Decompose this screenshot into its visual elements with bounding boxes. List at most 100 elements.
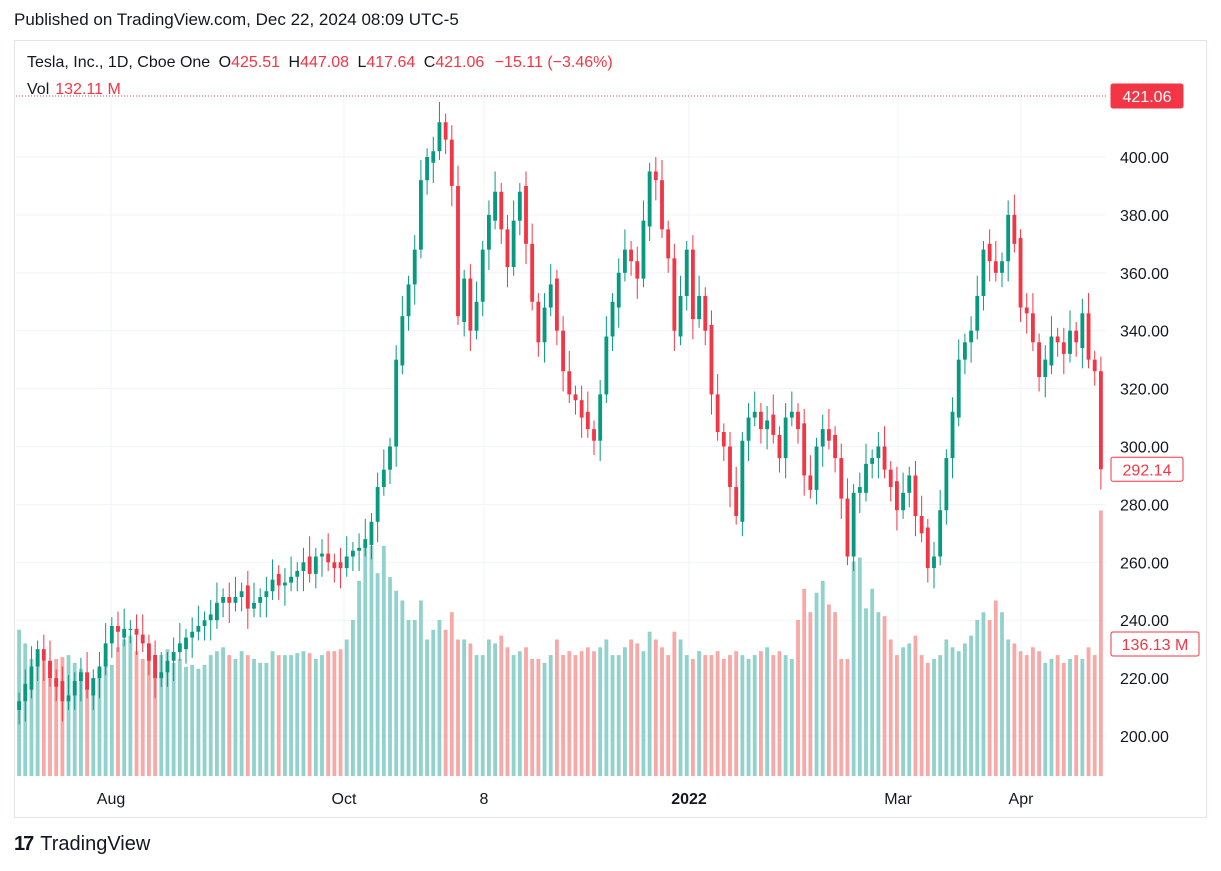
candle-body — [276, 573, 281, 586]
volume-bar — [313, 659, 318, 776]
y-tick-label: 300.00 — [1120, 440, 1169, 457]
candle-body — [418, 180, 423, 250]
volume-bar — [233, 659, 238, 776]
candle-body — [1086, 313, 1091, 360]
candle-body — [808, 475, 813, 490]
candle-body — [332, 562, 337, 569]
volume-bar — [301, 651, 306, 776]
candle-body — [1080, 313, 1085, 349]
candle-body — [542, 307, 547, 343]
candle-body — [548, 284, 553, 308]
volume-bar — [97, 668, 102, 776]
candle-body — [400, 316, 405, 366]
candle-body — [493, 191, 498, 221]
candle-body — [672, 258, 677, 331]
volume-bar — [171, 662, 176, 776]
volume-bar — [709, 655, 714, 776]
candle-body — [1018, 238, 1023, 308]
candle-body — [184, 637, 188, 650]
candle-body — [1006, 214, 1011, 262]
candle-body — [159, 672, 164, 679]
volume-bar — [499, 635, 504, 776]
volume-bars — [17, 510, 1103, 776]
candle-body — [1043, 359, 1048, 378]
volume-bar — [116, 647, 120, 776]
volume-bar — [641, 651, 646, 776]
volume-bar — [437, 620, 442, 776]
volume-bar — [363, 543, 368, 776]
x-tick-label: 2022 — [671, 791, 707, 808]
candle-body — [777, 434, 782, 459]
candle-body — [746, 417, 751, 441]
candle-body — [78, 672, 83, 681]
axes: 400.00 380.00 360.00 340.00 320.00 300.00 280.… — [97, 150, 1169, 808]
volume-bar — [103, 659, 108, 776]
volume-bar — [140, 659, 145, 776]
candle-body — [369, 521, 374, 545]
volume-bar — [1080, 659, 1085, 776]
candle-body — [888, 469, 893, 488]
volume-bar — [456, 639, 460, 776]
volume-bar — [796, 620, 800, 776]
volume-bar — [72, 662, 77, 776]
volume-bar — [820, 581, 825, 776]
volume-bar — [678, 639, 683, 776]
candle-body — [425, 157, 430, 181]
candle-body — [660, 180, 664, 230]
volume-bar — [845, 659, 850, 776]
candle-body — [245, 585, 250, 609]
candle-body — [41, 649, 46, 661]
candle-body — [462, 278, 467, 323]
volume-bar — [350, 620, 355, 776]
candle-body — [796, 411, 800, 430]
x-tick-label: Oct — [332, 791, 357, 808]
candle-body — [320, 553, 324, 557]
candle-body — [956, 359, 961, 418]
volume-bar — [78, 668, 83, 776]
volume-bar — [431, 629, 436, 776]
candle-body — [153, 654, 158, 679]
volume-bar — [567, 651, 572, 776]
candle-body — [60, 680, 65, 702]
candle-body — [214, 602, 219, 621]
volume-bar — [1086, 647, 1091, 776]
volume-label: Vol — [27, 81, 50, 98]
volume-bar — [870, 588, 875, 776]
volume-bar — [449, 612, 454, 776]
volume-bar — [944, 639, 949, 776]
volume-bar — [394, 590, 399, 776]
volume-bar — [344, 639, 349, 776]
volume-bar — [808, 612, 813, 776]
volume-bar — [369, 545, 374, 776]
volume-bar — [332, 651, 337, 776]
legend-open: 425.51 — [231, 54, 281, 71]
candle-body — [1030, 313, 1035, 343]
candle-body — [561, 330, 566, 372]
volume-bar — [728, 655, 732, 776]
volume-bar — [888, 639, 893, 776]
volume-bar — [196, 668, 201, 776]
price-badge — [1110, 631, 1200, 657]
volume-bar — [208, 655, 213, 776]
volume-bar — [616, 655, 621, 776]
volume-bar — [517, 651, 522, 776]
volume-bar — [425, 639, 430, 776]
volume-bar — [264, 662, 269, 776]
candle-body — [987, 243, 992, 262]
candle-body — [1049, 336, 1054, 366]
candle-body — [252, 602, 256, 609]
volume-bar — [536, 659, 541, 776]
volume-bar — [505, 647, 510, 776]
volume-bar — [41, 660, 46, 776]
volume-bar — [338, 649, 343, 776]
volume-bar — [993, 600, 998, 776]
volume-bar — [1006, 639, 1011, 776]
volume-bar — [530, 659, 535, 776]
candle-body — [975, 295, 980, 331]
volume-bar — [857, 557, 862, 776]
candle-body — [814, 446, 819, 490]
candle-body — [1068, 330, 1072, 354]
candle-body — [845, 498, 850, 557]
candle-body — [165, 660, 170, 673]
